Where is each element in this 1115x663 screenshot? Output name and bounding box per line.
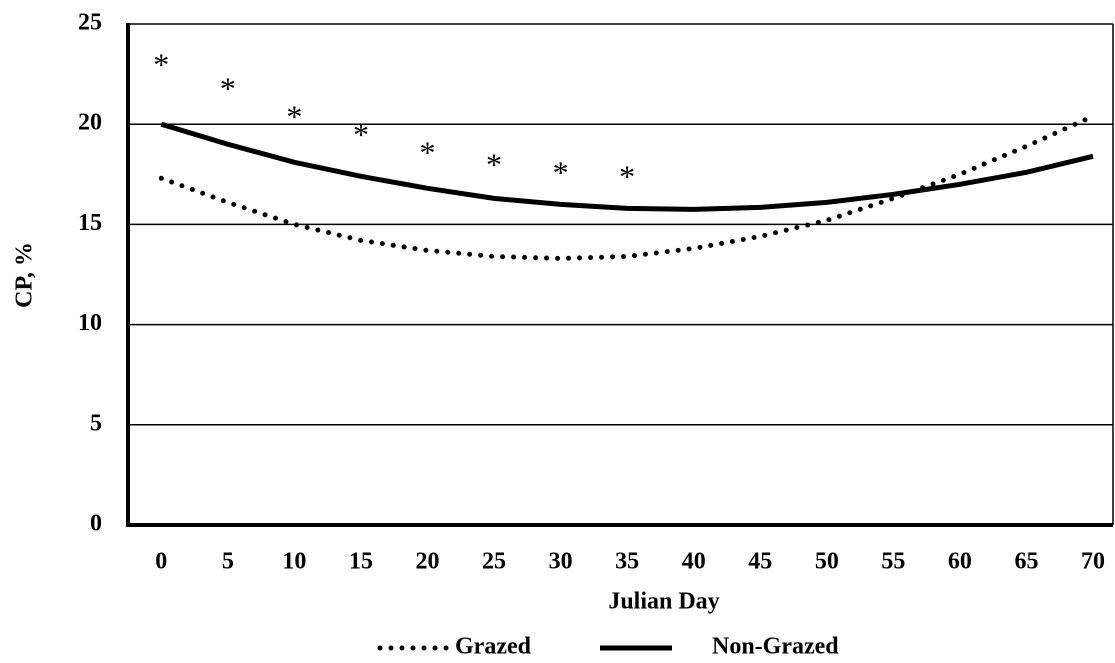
x-tick-label: 45: [748, 549, 772, 575]
x-tick-label: 5: [222, 549, 234, 575]
x-tick-label: 40: [682, 549, 706, 575]
y-tick-label: 15: [78, 210, 102, 236]
y-tick-label: 25: [78, 10, 102, 36]
annotation: *: [419, 135, 435, 171]
x-tick-label: 0: [155, 549, 167, 575]
annotation: *: [286, 99, 302, 135]
x-tick-label: 50: [815, 549, 839, 575]
x-tick-label: 30: [549, 549, 573, 575]
annotation: *: [153, 46, 169, 82]
x-tick-label: 55: [881, 549, 905, 575]
x-axis-label: Julian Day: [608, 589, 719, 615]
y-tick-label: 0: [90, 511, 102, 537]
line-series: [158, 113, 1096, 261]
x-tick-label: 70: [1081, 549, 1105, 575]
legend-label: Non-Grazed: [712, 634, 839, 660]
y-tick-label: 5: [90, 410, 102, 436]
x-tick-label: 25: [482, 549, 506, 575]
x-tick-label: 10: [282, 549, 306, 575]
y-tick-label: 20: [78, 110, 102, 136]
x-tick-label: 15: [349, 549, 373, 575]
y-axis-label: CP, %: [12, 242, 38, 308]
annotation: *: [353, 117, 369, 153]
x-tick-label: 35: [615, 549, 639, 575]
x-tick-label: 65: [1014, 549, 1038, 575]
y-tick-label: 10: [78, 310, 102, 336]
annotation: *: [486, 147, 502, 183]
annotation: *: [220, 70, 236, 106]
x-tick-label: 20: [415, 549, 439, 575]
line-series: [160, 121, 1094, 212]
legend-label: Grazed: [455, 634, 532, 660]
annotation: *: [619, 159, 635, 195]
x-tick-label: 60: [948, 549, 972, 575]
annotation: *: [553, 155, 569, 191]
